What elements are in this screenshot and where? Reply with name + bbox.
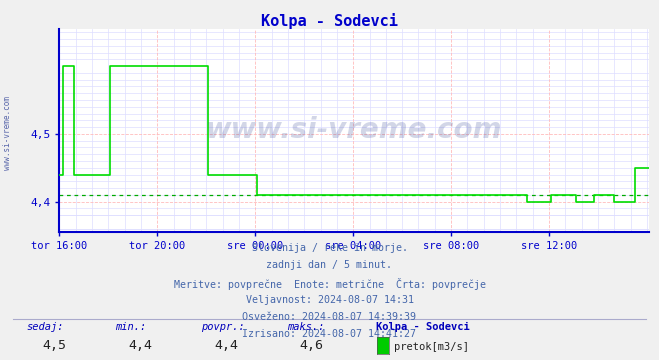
Text: Kolpa - Sodevci: Kolpa - Sodevci bbox=[376, 322, 469, 332]
Text: pretok[m3/s]: pretok[m3/s] bbox=[394, 342, 469, 352]
Text: maks.:: maks.: bbox=[287, 322, 324, 332]
Text: Izrisano: 2024-08-07 14:41:27: Izrisano: 2024-08-07 14:41:27 bbox=[243, 329, 416, 339]
Text: Slovenija / reke in morje.: Slovenija / reke in morje. bbox=[252, 243, 407, 253]
Text: sedaj:: sedaj: bbox=[26, 322, 64, 332]
Text: 4,4: 4,4 bbox=[129, 339, 152, 352]
Text: www.si-vreme.com: www.si-vreme.com bbox=[206, 117, 502, 144]
Text: Veljavnost: 2024-08-07 14:31: Veljavnost: 2024-08-07 14:31 bbox=[246, 295, 413, 305]
Text: www.si-vreme.com: www.si-vreme.com bbox=[3, 96, 13, 170]
Text: Meritve: povprečne  Enote: metrične  Črta: povprečje: Meritve: povprečne Enote: metrične Črta:… bbox=[173, 278, 486, 289]
Text: Kolpa - Sodevci: Kolpa - Sodevci bbox=[261, 13, 398, 28]
Text: povpr.:: povpr.: bbox=[201, 322, 244, 332]
Text: Osveženo: 2024-08-07 14:39:39: Osveženo: 2024-08-07 14:39:39 bbox=[243, 312, 416, 322]
Text: 4,5: 4,5 bbox=[43, 339, 67, 352]
Text: zadnji dan / 5 minut.: zadnji dan / 5 minut. bbox=[266, 260, 393, 270]
Text: 4,4: 4,4 bbox=[214, 339, 238, 352]
Text: 4,6: 4,6 bbox=[300, 339, 324, 352]
Text: min.:: min.: bbox=[115, 322, 146, 332]
